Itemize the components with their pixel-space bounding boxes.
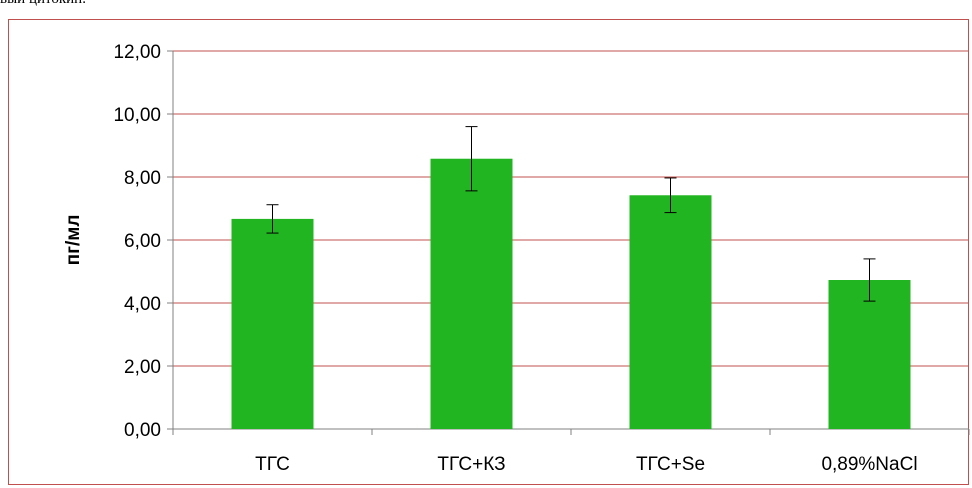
bar-3	[629, 195, 712, 429]
caption-text: вый цитокин.	[0, 0, 86, 8]
bar-1	[231, 218, 314, 429]
error-bars	[266, 126, 876, 302]
bars	[231, 158, 911, 430]
y-tick-label: 4,00	[124, 294, 161, 315]
y-tick-label: 6,00	[124, 231, 161, 252]
y-tick-label: 2,00	[124, 357, 161, 378]
x-tick-label: ТГС+Se	[636, 454, 705, 475]
y-axis-label: пг/мл	[63, 215, 84, 266]
y-tick-label: 0,00	[124, 420, 161, 441]
tick-labels: 0,00 2,00 4,00 6,00 8,00 10,00 12,00 ТГС ТГС+КЗ Т…	[113, 42, 917, 475]
bar-4	[828, 280, 911, 429]
y-tick-label: 8,00	[124, 168, 161, 189]
bar-2	[430, 158, 513, 430]
x-tick-label: ТГС	[255, 454, 290, 475]
y-tick-label: 10,00	[113, 105, 161, 126]
x-tick-label: ТГС+КЗ	[437, 454, 505, 475]
y-tick-label: 12,00	[113, 42, 161, 63]
x-tick-label: 0,89%NaCl	[821, 454, 917, 475]
